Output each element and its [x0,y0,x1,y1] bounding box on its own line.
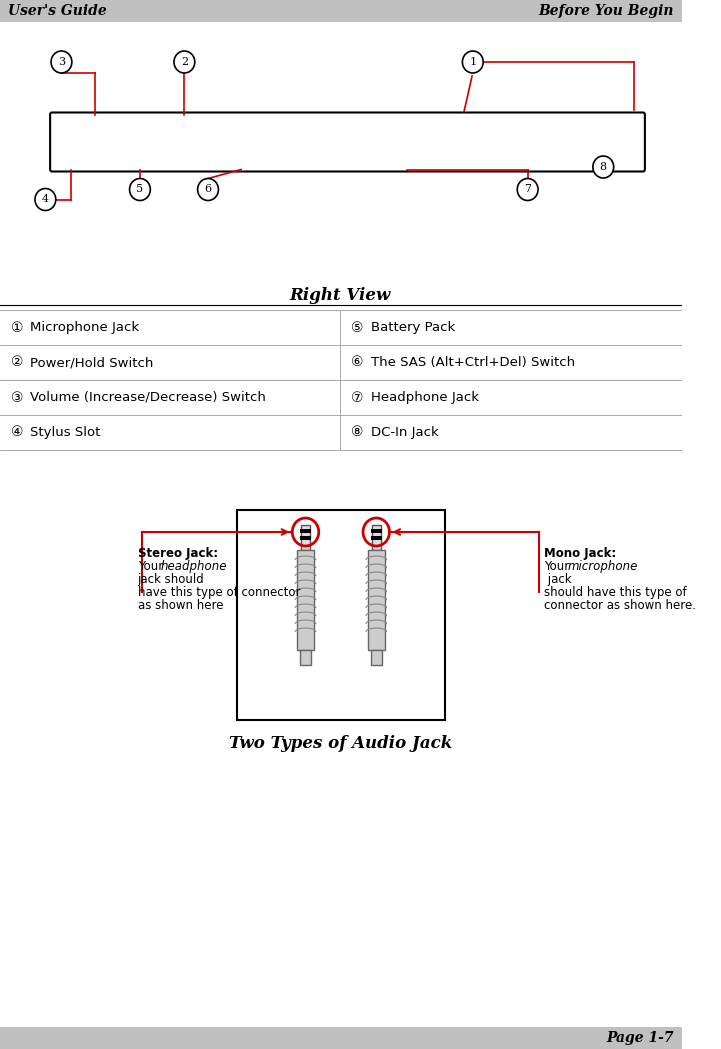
Bar [368,550,385,650]
Text: Two Types of Audio Jack: Two Types of Audio Jack [229,735,452,752]
Text: Battery Pack: Battery Pack [371,321,455,334]
Text: 1: 1 [469,57,477,67]
Text: ⑥: ⑥ [351,356,363,369]
Text: as shown here: as shown here [138,599,223,612]
Bar [371,536,382,540]
Text: 2: 2 [181,57,188,67]
Text: 6: 6 [205,185,211,194]
Text: Microphone Jack: Microphone Jack [30,321,139,334]
Circle shape [462,51,483,73]
Text: connector as shown here.: connector as shown here. [544,599,696,612]
Text: 8: 8 [600,162,607,172]
Bar [237,510,445,720]
Text: headphone: headphone [160,560,227,573]
Text: Your: Your [138,560,167,573]
Text: have this type of connector: have this type of connector [138,586,300,599]
Text: Mono Jack:: Mono Jack: [544,547,616,560]
Text: User's Guide: User's Guide [7,4,106,18]
Bar [297,550,314,650]
Text: ①: ① [11,321,23,335]
Bar [300,529,311,533]
Text: Headphone Jack: Headphone Jack [371,391,479,404]
Bar [371,524,381,550]
Text: The SAS (Alt+Ctrl+Del) Switch: The SAS (Alt+Ctrl+Del) Switch [371,356,575,369]
Bar [0,1027,682,1049]
Text: Volume (Increase/Decrease) Switch: Volume (Increase/Decrease) Switch [30,391,266,404]
Text: ⑤: ⑤ [351,321,363,335]
Bar [301,524,310,550]
Text: Page 1-7: Page 1-7 [606,1031,674,1045]
Text: ②: ② [11,356,23,369]
Text: DC-In Jack: DC-In Jack [371,426,438,438]
Circle shape [517,178,538,200]
Text: jack should: jack should [138,573,204,586]
Text: Stylus Slot: Stylus Slot [30,426,101,438]
Bar [371,650,382,665]
Text: Before You Begin: Before You Begin [539,4,674,18]
Text: ④: ④ [11,426,23,440]
Text: 5: 5 [136,185,143,194]
Text: ③: ③ [11,390,23,405]
Circle shape [51,51,72,73]
Bar [300,650,311,665]
Text: jack: jack [544,573,572,586]
Text: 4: 4 [42,194,49,205]
Text: ⑧: ⑧ [351,426,363,440]
Bar [371,529,382,533]
Bar [0,0,682,22]
Circle shape [593,156,614,178]
FancyBboxPatch shape [50,112,645,171]
Text: 7: 7 [524,185,531,194]
Bar [300,536,311,540]
Text: should have this type of: should have this type of [544,586,687,599]
Text: Right View: Right View [290,287,391,304]
Circle shape [130,178,151,200]
Text: Your: Your [544,560,573,573]
Text: ⑦: ⑦ [351,390,363,405]
Circle shape [35,189,56,211]
Circle shape [174,51,195,73]
Text: Stereo Jack:: Stereo Jack: [138,547,218,560]
Circle shape [198,178,218,200]
Text: microphone: microphone [568,560,638,573]
Text: 3: 3 [58,57,65,67]
Text: Power/Hold Switch: Power/Hold Switch [30,356,154,369]
